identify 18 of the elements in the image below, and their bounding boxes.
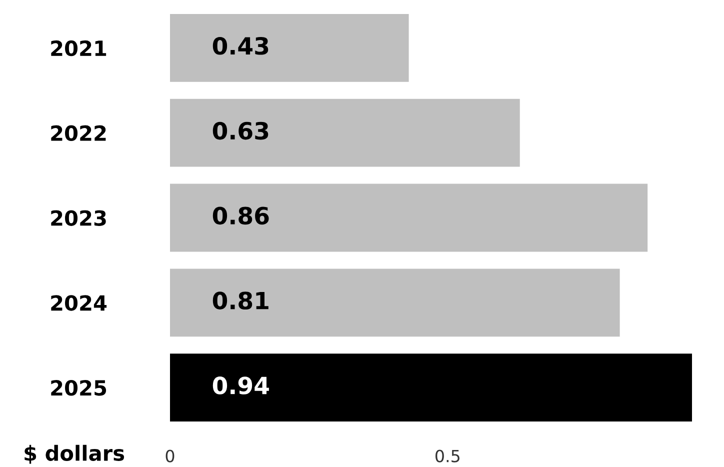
data-label: 0.94 bbox=[212, 376, 269, 394]
bar bbox=[170, 184, 648, 252]
x-tick-label: 0 bbox=[166, 450, 174, 462]
y-tick-label: 2023 bbox=[51, 210, 106, 226]
data-label: 0.86 bbox=[212, 206, 269, 225]
bar bbox=[170, 354, 692, 422]
data-label: 0.63 bbox=[212, 122, 268, 140]
y-tick-label: 2022 bbox=[51, 125, 106, 142]
bar bbox=[170, 14, 409, 82]
bar bbox=[170, 98, 520, 167]
x-axis-title: $ dollars bbox=[24, 444, 124, 464]
y-tick-label: 2021 bbox=[51, 40, 106, 56]
y-tick-label: 2025 bbox=[51, 380, 106, 396]
y-tick-label: 2024 bbox=[51, 295, 107, 311]
data-label: 0.43 bbox=[212, 36, 268, 55]
x-tick-label: 0.5 bbox=[436, 450, 460, 462]
data-label: 0.81 bbox=[212, 292, 268, 310]
bar bbox=[170, 268, 620, 337]
